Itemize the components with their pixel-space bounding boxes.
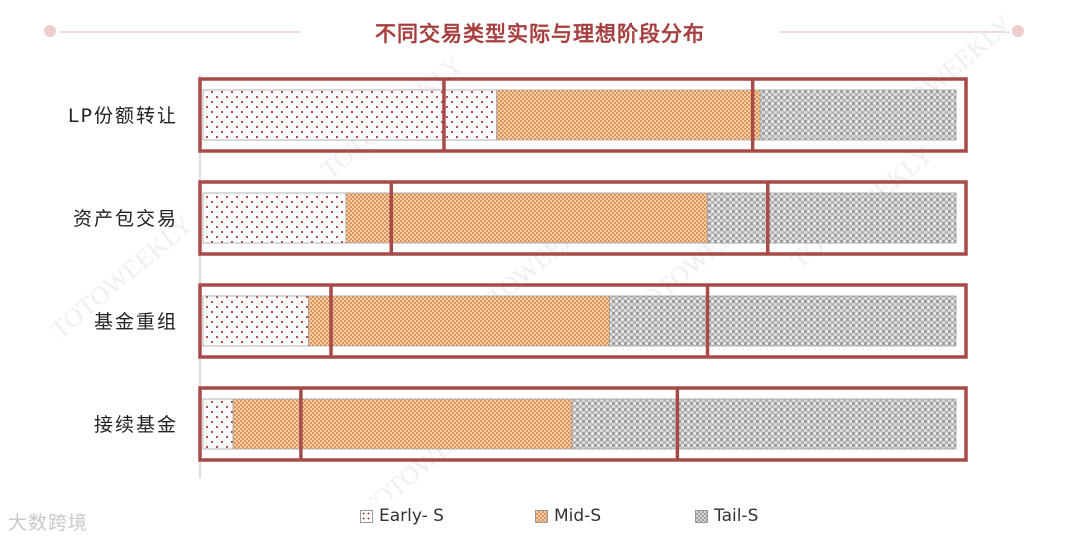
bar-segment-mid bbox=[308, 295, 611, 347]
legend-label-tail: Tail-S bbox=[714, 506, 759, 526]
bar-segment-early bbox=[202, 89, 498, 141]
watermark-logo: 大数跨境 bbox=[8, 512, 89, 534]
legend-swatch-early bbox=[360, 509, 373, 523]
bar-segment-mid bbox=[232, 398, 573, 450]
ideal-stage-outline bbox=[198, 283, 968, 359]
chart-title: 不同交易类型实际与理想阶段分布 bbox=[375, 22, 705, 46]
bar-segment-tail bbox=[571, 398, 957, 450]
bar-segment-early bbox=[202, 295, 309, 347]
title-decoration-line-left bbox=[60, 31, 300, 33]
title-decoration-line-right bbox=[780, 31, 1010, 33]
category-label: 基金重组 bbox=[94, 311, 178, 333]
bar-segment-tail bbox=[707, 192, 957, 244]
title-decoration-dot-left bbox=[44, 25, 56, 37]
bar-segment-mid bbox=[496, 89, 761, 141]
bar-segment-tail bbox=[759, 89, 957, 141]
legend-swatch-tail bbox=[695, 509, 708, 523]
ideal-stage-outline bbox=[198, 180, 968, 256]
title-decoration-dot-right bbox=[1012, 25, 1024, 37]
ideal-stage-outline bbox=[198, 386, 968, 462]
stacked-bar-chart: TOTOWEEKLY TOTOWEEKLY TOTOWEEKLYTOTOWEEKLY… bbox=[45, 9, 1018, 500]
category-label: LP份额转让 bbox=[68, 105, 178, 127]
category-label: 接续基金 bbox=[94, 414, 178, 436]
legend: Early- S Mid-S Tail-S bbox=[0, 502, 1080, 532]
category-label: 资产包交易 bbox=[73, 208, 178, 230]
legend-item-mid: Mid-S bbox=[535, 506, 601, 526]
bar-segment-early bbox=[202, 192, 347, 244]
legend-label-early: Early- S bbox=[379, 506, 444, 526]
bar-segment-mid bbox=[345, 192, 708, 244]
legend-swatch-mid bbox=[535, 509, 548, 523]
bar-segment-early bbox=[202, 398, 234, 450]
ideal-stage-outline bbox=[198, 77, 968, 153]
chart-header: 不同交易类型实际与理想阶段分布 bbox=[0, 0, 1080, 60]
bar-segment-tail bbox=[609, 295, 957, 347]
legend-item-tail: Tail-S bbox=[695, 506, 758, 526]
legend-label-mid: Mid-S bbox=[554, 506, 602, 526]
legend-item-early: Early- S bbox=[360, 506, 444, 526]
